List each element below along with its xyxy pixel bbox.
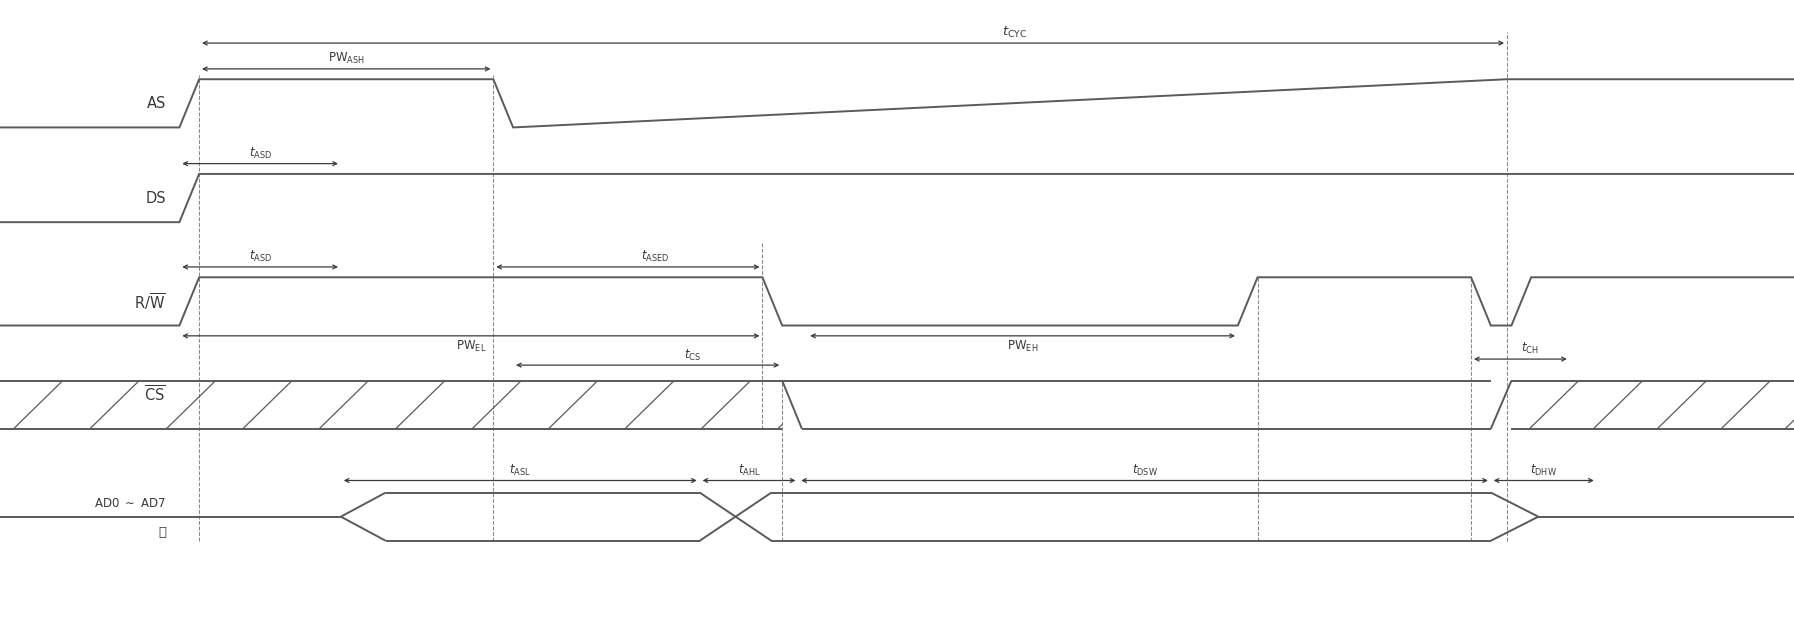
- Text: R/$\overline{\rm W}$: R/$\overline{\rm W}$: [135, 291, 167, 312]
- Text: 写: 写: [158, 526, 167, 539]
- Text: PW$_{\rm ASH}$: PW$_{\rm ASH}$: [328, 51, 364, 66]
- Text: PW$_{\rm EL}$: PW$_{\rm EL}$: [456, 339, 486, 355]
- Text: PW$_{\rm EH}$: PW$_{\rm EH}$: [1006, 339, 1039, 355]
- Text: $\overline{\rm CS}$: $\overline{\rm CS}$: [145, 384, 167, 404]
- Text: $\mathit{t}_{\rm DHW}$: $\mathit{t}_{\rm DHW}$: [1530, 463, 1557, 478]
- Text: $\mathit{t}_{\rm ASD}$: $\mathit{t}_{\rm ASD}$: [249, 146, 271, 161]
- Text: $\mathit{t}_{\rm ASD}$: $\mathit{t}_{\rm ASD}$: [249, 249, 271, 264]
- Text: $\mathit{t}_{\rm AHL}$: $\mathit{t}_{\rm AHL}$: [737, 463, 761, 478]
- Text: $\mathit{t}_{\rm ASED}$: $\mathit{t}_{\rm ASED}$: [640, 249, 669, 264]
- Text: $\mathit{t}_{\rm DSW}$: $\mathit{t}_{\rm DSW}$: [1132, 463, 1157, 478]
- Text: $\mathit{t}_{\rm CYC}$: $\mathit{t}_{\rm CYC}$: [1001, 25, 1028, 40]
- Text: DS: DS: [145, 190, 167, 206]
- Text: AD0 $\sim$ AD7: AD0 $\sim$ AD7: [93, 497, 167, 510]
- Text: $\mathit{t}_{\rm CS}$: $\mathit{t}_{\rm CS}$: [684, 347, 701, 363]
- Text: $\mathit{t}_{\rm CH}$: $\mathit{t}_{\rm CH}$: [1521, 342, 1537, 356]
- Text: AS: AS: [147, 96, 167, 111]
- Text: $\mathit{t}_{\rm ASL}$: $\mathit{t}_{\rm ASL}$: [509, 463, 531, 478]
